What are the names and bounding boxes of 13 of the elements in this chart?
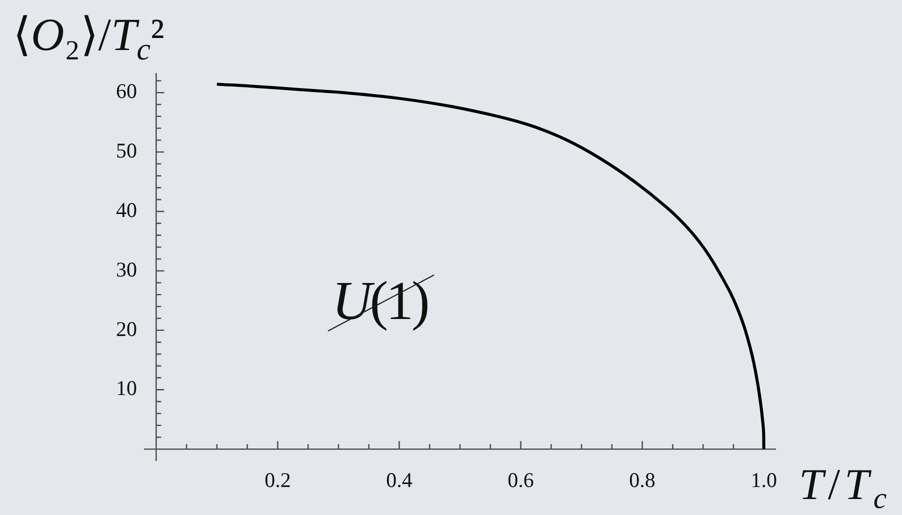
y-axis-title: ⟨O₂⟩/T$_{c}$² — [13, 9, 164, 66]
x-tick-label: 0.2 — [264, 468, 291, 492]
y-tick-label: 20 — [116, 316, 137, 341]
x-tick-label: 1.0 — [750, 468, 777, 492]
x-tick-label: 0.4 — [386, 468, 413, 492]
x-tick-label: 0.6 — [508, 468, 534, 492]
y-tick-label: 50 — [116, 138, 137, 163]
y-tick-label: 10 — [116, 376, 137, 400]
y-tick-label: 60 — [116, 79, 137, 104]
y-tick-label: 40 — [116, 198, 137, 222]
y-tick-label: 30 — [116, 257, 137, 282]
x-axis-title: T/T$_{c}$ — [799, 460, 892, 515]
x-tick-label: 0.8 — [629, 468, 656, 492]
